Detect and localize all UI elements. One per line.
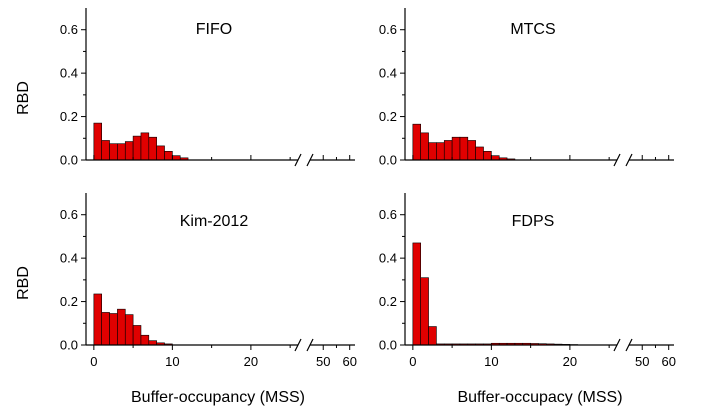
panel-1-bar-0 xyxy=(94,123,102,160)
panel-2-bar-0 xyxy=(413,124,421,160)
panel-4-xtick-label-0: 0 xyxy=(409,354,416,369)
panel-3-xtick-label-4: 60 xyxy=(342,354,356,369)
panel-2-bar-5 xyxy=(452,137,460,160)
panel-2-ytick-label-1: 0.2 xyxy=(379,109,397,124)
panel-3-bar-6 xyxy=(141,335,149,345)
panel-2-bar-4 xyxy=(444,140,452,160)
panel-2-ytick-label-3: 0.6 xyxy=(379,22,397,37)
panel-3-bar-3 xyxy=(117,309,125,345)
panel-3-bar-0 xyxy=(94,294,102,345)
panel-3-ytick-label-0: 0.0 xyxy=(60,338,78,353)
panel-3-y-label: RBD xyxy=(15,266,32,300)
panel-4-xtick-label-2: 20 xyxy=(563,354,577,369)
panel-1-bar-3 xyxy=(117,144,125,160)
panel-4-ytick-label-0: 0.0 xyxy=(379,338,397,353)
panel-3-bar-5 xyxy=(133,325,141,345)
panel-3-ytick-label-1: 0.2 xyxy=(60,294,78,309)
panel-3-bar-1 xyxy=(102,312,110,345)
panel-2-bar-8 xyxy=(476,147,484,160)
panel-4-xtick-label-1: 10 xyxy=(484,354,498,369)
panel-3-xtick-label-2: 20 xyxy=(244,354,258,369)
panel-4-bar-1 xyxy=(421,278,429,345)
panel-4-ytick-label-1: 0.2 xyxy=(379,294,397,309)
panel-2-bar-2 xyxy=(429,143,437,160)
panel-1-bar-4 xyxy=(125,142,133,160)
panel-3-x-label: Buffer-occupancy (MSS) xyxy=(131,389,305,406)
panel-3-ytick-label-3: 0.6 xyxy=(60,207,78,222)
panel-4-xtick-label-4: 60 xyxy=(661,354,675,369)
panel-3-xtick-label-0: 0 xyxy=(90,354,97,369)
panel-1-bar-10 xyxy=(172,156,180,160)
panel-3-ytick-label-2: 0.4 xyxy=(60,251,78,266)
panel-2-bar-7 xyxy=(468,140,476,160)
panel-3-bar-2 xyxy=(110,314,118,345)
panel-2-bar-6 xyxy=(460,137,468,160)
panel-1-bar-7 xyxy=(149,137,157,160)
panel-3-title: Kim-2012 xyxy=(180,213,249,230)
panel-1-ytick-label-0: 0.0 xyxy=(60,153,78,168)
panel-1-title: FIFO xyxy=(196,21,232,38)
panel-2-ytick-label-0: 0.0 xyxy=(379,153,397,168)
panel-1-bar-8 xyxy=(157,146,165,160)
panel-1-bar-9 xyxy=(165,151,173,160)
panel-2-bar-10 xyxy=(491,156,499,160)
panel-1-ytick-label-3: 0.6 xyxy=(60,22,78,37)
panel-2-bar-9 xyxy=(484,151,492,160)
panel-1-bar-1 xyxy=(102,140,110,160)
panel-4-ytick-label-3: 0.6 xyxy=(379,207,397,222)
panel-1-ytick-label-2: 0.4 xyxy=(60,66,78,81)
panel-1-bar-2 xyxy=(110,144,118,160)
panel-4-bar-0 xyxy=(413,243,421,345)
panel-3-xtick-label-1: 10 xyxy=(165,354,179,369)
panel-2-title: MTCS xyxy=(510,21,555,38)
panel-3-xtick-label-3: 50 xyxy=(316,354,330,369)
panel-1-bar-6 xyxy=(141,133,149,160)
panel-3-bar-7 xyxy=(149,341,157,345)
panel-1-ytick-label-1: 0.2 xyxy=(60,109,78,124)
panel-2-bar-1 xyxy=(421,133,429,160)
panel-4-xtick-label-3: 50 xyxy=(635,354,649,369)
panel-2-bar-3 xyxy=(436,143,444,160)
panel-4-ytick-label-2: 0.4 xyxy=(379,251,397,266)
panel-4-x-label: Buffer-occupacy (MSS) xyxy=(457,389,622,406)
panel-2-ytick-label-2: 0.4 xyxy=(379,66,397,81)
panel-4-title: FDPS xyxy=(512,213,555,230)
panel-4-bar-2 xyxy=(429,327,437,345)
panel-3-bar-4 xyxy=(125,315,133,345)
panel-1-y-label: RBD xyxy=(15,81,32,115)
panel-1-bar-5 xyxy=(133,136,141,160)
